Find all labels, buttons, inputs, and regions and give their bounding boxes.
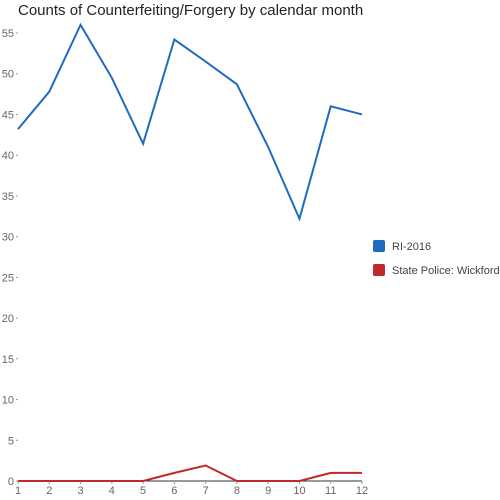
x-tick-label: 2 xyxy=(46,485,52,497)
legend: RI-2016 State Police: Wickford xyxy=(373,240,500,277)
legend-label: State Police: Wickford xyxy=(392,265,500,277)
x-tick-label: 11 xyxy=(325,485,336,497)
y-tick-label: 40 xyxy=(2,150,14,162)
y-tick-label: 15 xyxy=(2,354,14,366)
y-tick-label: 10 xyxy=(2,395,14,407)
series-line-1 xyxy=(17,22,363,222)
x-tick-label: 7 xyxy=(203,485,209,497)
x-tick-label: 1 xyxy=(15,485,21,497)
y-tick-label: 50 xyxy=(2,69,14,81)
x-tick-label: 5 xyxy=(140,485,146,497)
x-tick-label: 8 xyxy=(234,485,240,497)
y-tick-label: 45 xyxy=(2,109,14,121)
x-tick-label: 9 xyxy=(265,485,271,497)
y-tick-label: 30 xyxy=(2,232,14,244)
x-tick-label: 3 xyxy=(77,485,83,497)
series-layer xyxy=(17,22,363,482)
legend-label: RI-2016 xyxy=(392,241,431,253)
y-tick-label: 55 xyxy=(2,28,14,40)
y-tick-label: 35 xyxy=(2,191,14,203)
chart-title: Counts of Counterfeiting/Forgery by cale… xyxy=(18,2,364,19)
y-tick-label: 20 xyxy=(2,313,14,325)
x-tick-label: 6 xyxy=(171,485,177,497)
legend-swatch xyxy=(373,240,385,252)
y-tick-label: 5 xyxy=(8,435,14,447)
series-line-2 xyxy=(18,464,362,482)
x-tick-label: 10 xyxy=(293,485,305,497)
legend-swatch xyxy=(373,264,385,276)
y-tick-label: 25 xyxy=(2,272,14,284)
x-tick-label: 12 xyxy=(356,485,368,497)
y-tick-label: 0 xyxy=(8,476,14,488)
x-tick-label: 4 xyxy=(109,485,115,497)
